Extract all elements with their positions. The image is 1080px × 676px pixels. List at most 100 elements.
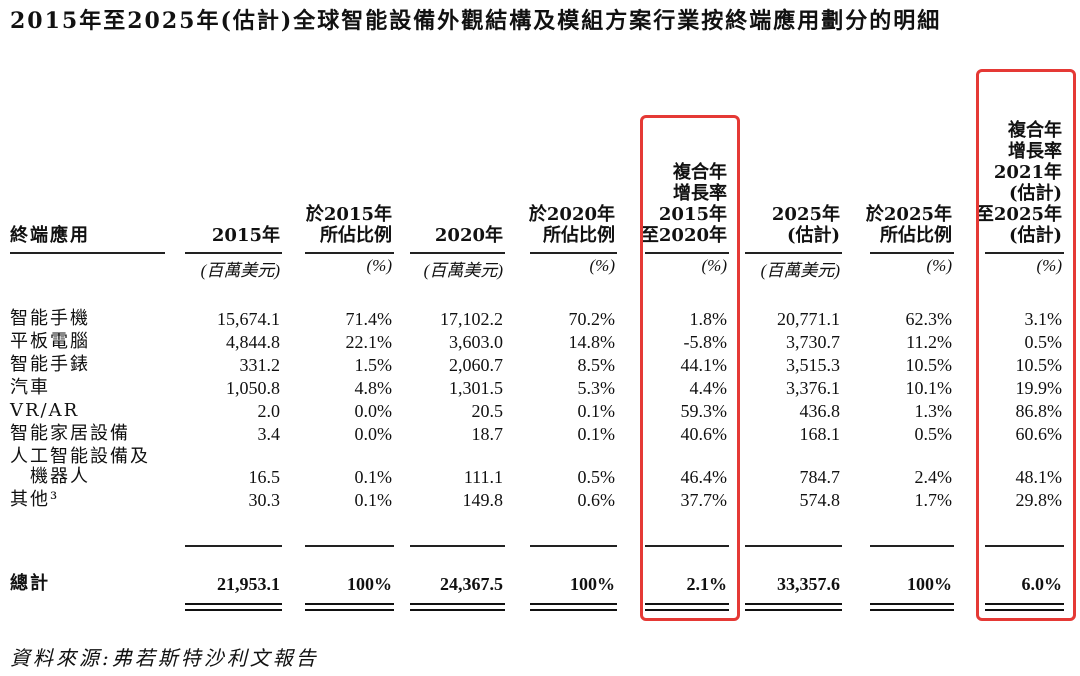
highlight-box-cagr-2015-2020 [640,115,740,621]
table-cell: 15,674.1 [217,309,280,329]
total-cell: 6.0% [1021,574,1063,594]
column-header-col-2025: 2025年 [771,204,840,225]
table-cell: 3,603.0 [449,332,503,352]
total-rule-top-col-share-2025 [870,603,954,605]
unit-col-cagr-2015-2020: (%) [701,256,727,275]
row-label: 人工智能設備及 [10,446,150,467]
table-cell: 71.4% [345,309,393,329]
table-cell: 1.7% [914,490,953,510]
header-underline-col-2015 [185,252,282,254]
total-cell: 33,357.6 [777,574,840,594]
column-header-col-cagr-2015-2020: 增長率 [673,183,727,204]
column-header-col-share-2015: 所佔比例 [320,225,392,246]
table-cell: 0.0% [354,424,393,444]
table-cell: 4,844.8 [226,332,280,352]
total-rule-top-col-2020 [410,603,505,605]
table-cell: 0.1% [354,467,393,487]
highlight-box-cagr-2021-2025 [976,69,1076,621]
table-cell: 2.0 [257,401,281,421]
column-header-col-cagr-2015-2020: 2015年 [658,204,727,225]
column-header-col-cagr-2021-2025: (估計) [1008,225,1062,246]
row-label: 汽車 [10,377,50,398]
subtotal-rule-col-share-2020 [530,545,617,547]
column-header-col-share-2015: 於2015年 [305,204,392,225]
unit-col-share-2025: (%) [926,256,952,275]
table-cell: 0.6% [577,490,616,510]
table-cell: 3,376.1 [786,378,840,398]
table-cell: 10.5% [905,355,953,375]
unit-col-share-2015: (%) [366,256,392,275]
table-cell: 149.8 [462,490,504,510]
table-cell: 0.5% [914,424,953,444]
header-underline-col-cagr-2021-2025 [985,252,1064,254]
table-cell: 3.1% [1024,309,1063,329]
table-cell: 3.4 [257,424,281,444]
table-cell: 46.4% [680,467,728,487]
column-header-col-share-2025: 於2025年 [865,204,952,225]
header-underline-col-cagr-2015-2020 [645,252,729,254]
table-cell: 10.1% [905,378,953,398]
table-cell: 17,102.2 [440,309,503,329]
table-cell: -5.8% [683,332,728,352]
column-header-col-2015: 2015年 [211,225,280,246]
subtotal-rule-col-2015 [185,545,282,547]
table-cell: 86.8% [1015,401,1063,421]
total-rule-top-col-share-2020 [530,603,617,605]
unit-col-2020: (百萬美元) [423,261,503,280]
subtotal-rule-col-cagr-2015-2020 [645,545,729,547]
column-header-col-cagr-2021-2025: 複合年 [1008,120,1062,141]
subtotal-rule-col-share-2015 [305,545,394,547]
table-cell: 1.5% [354,355,393,375]
total-cell: 100% [347,574,392,594]
total-rule-bottom-col-2025 [745,609,842,611]
header-underline-col-2025 [745,252,842,254]
table-cell: 22.1% [345,332,393,352]
table-cell: 1,050.8 [226,378,280,398]
total-rule-bottom-col-2020 [410,609,505,611]
table-cell: 0.1% [577,424,616,444]
column-header-col-cagr-2021-2025: 2021年 [993,162,1062,183]
table-cell: 59.3% [680,401,728,421]
page-title: 2015年至2025年(估計)全球智能設備外觀結構及模組方案行業按終端應用劃分的… [10,8,942,34]
unit-col-2025: (百萬美元) [760,261,840,280]
column-header-col-share-2020: 所佔比例 [543,225,615,246]
table-cell: 331.2 [239,355,281,375]
subtotal-rule-col-cagr-2021-2025 [985,545,1064,547]
column-header-label: 終端應用 [10,225,90,246]
table-cell: 4.8% [354,378,393,398]
table-cell: 0.1% [577,401,616,421]
total-rule-top-col-2015 [185,603,282,605]
total-rule-top-col-cagr-2015-2020 [645,603,729,605]
table-cell: 784.7 [799,467,841,487]
table-cell: 10.5% [1015,355,1063,375]
row-label: VR/AR [10,400,80,421]
table-cell: 70.2% [568,309,616,329]
total-rule-bottom-col-share-2020 [530,609,617,611]
table-cell: 8.5% [577,355,616,375]
table-cell: 574.8 [799,490,841,510]
header-underline-label [10,252,165,254]
table-cell: 168.1 [799,424,841,444]
total-rule-top-col-2025 [745,603,842,605]
column-header-col-2020: 2020年 [434,225,503,246]
column-header-col-cagr-2021-2025: 增長率 [1008,141,1062,162]
table-cell: 30.3 [248,490,281,510]
column-header-col-share-2025: 所佔比例 [880,225,952,246]
table-cell: 111.1 [463,467,503,487]
total-rule-top-col-share-2015 [305,603,394,605]
table-cell: 18.7 [471,424,504,444]
total-rule-top-col-cagr-2021-2025 [985,603,1064,605]
header-underline-col-share-2025 [870,252,954,254]
table-cell: 40.6% [680,424,728,444]
table-cell: 2.4% [914,467,953,487]
total-rule-bottom-col-2015 [185,609,282,611]
unit-col-share-2020: (%) [589,256,615,275]
column-header-col-cagr-2015-2020: 至2020年 [640,225,727,246]
source-note: 資料來源:弗若斯特沙利文報告 [10,646,319,670]
table-cell: 11.2% [906,332,952,352]
subtotal-rule-col-2020 [410,545,505,547]
total-cell: 21,953.1 [217,574,280,594]
table-cell: 1,301.5 [449,378,503,398]
table-cell: 0.0% [354,401,393,421]
table-cell: 2,060.7 [449,355,503,375]
